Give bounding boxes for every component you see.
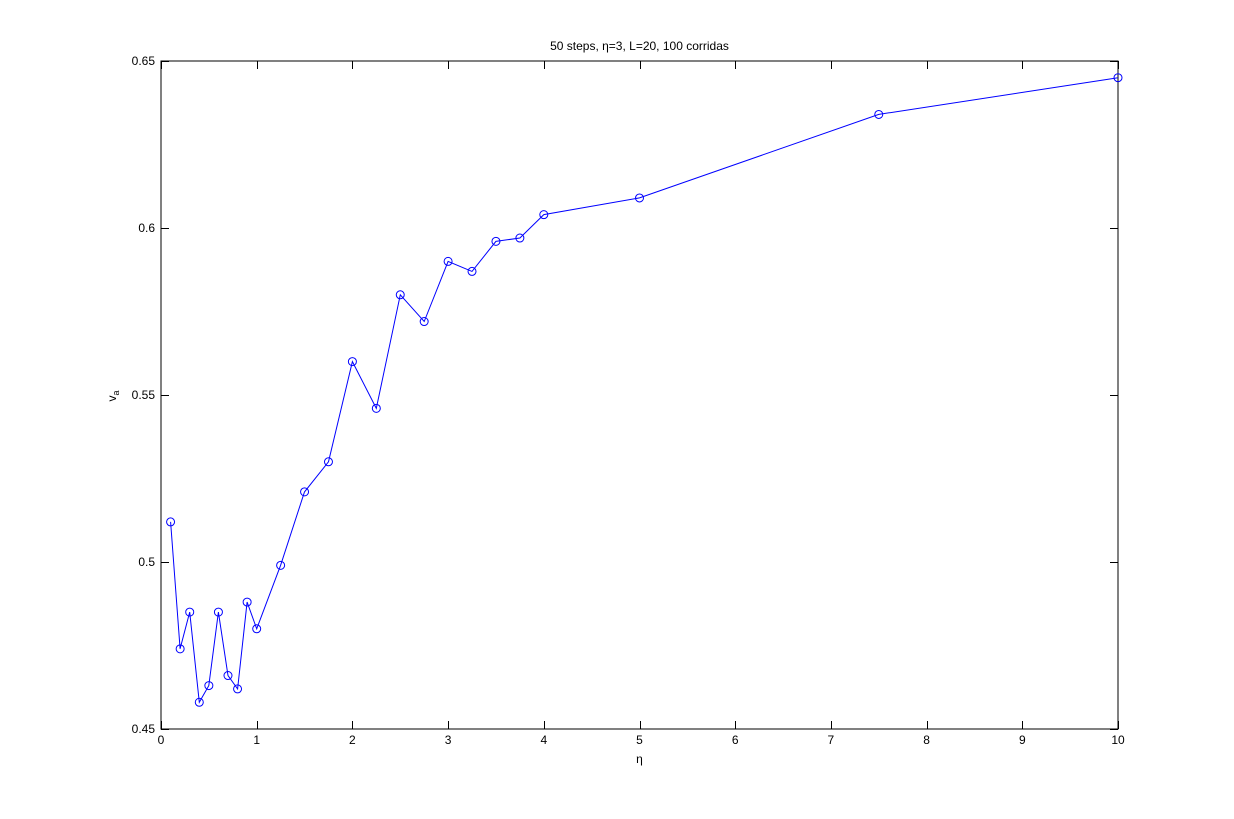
data-point [347,357,357,367]
x-tick-label: 8 [923,733,930,747]
data-point [1113,73,1123,83]
y-axis-label: va [105,390,121,401]
data-point [166,517,176,527]
data-point [300,487,310,497]
data-point [395,290,405,300]
data-point [539,210,549,220]
y-tick-label: 0.55 [132,388,156,402]
x-tick-label: 3 [445,733,452,747]
x-tick-label: 7 [828,733,835,747]
series-line [170,77,1119,704]
data-point [276,560,286,570]
data-point [242,597,252,607]
y-axis-label-main: v [104,395,119,402]
data-point [491,236,501,246]
data-point [635,193,644,203]
y-axis-label-subscript: a [111,390,122,396]
data-point [874,109,884,119]
data-point [213,607,223,617]
x-tick-label: 6 [732,733,739,747]
data-point [185,607,195,617]
y-tick-label: 0.6 [138,221,155,235]
data-point [194,697,204,707]
data-point [323,457,333,467]
plot-frame [160,60,1119,730]
data-point [233,684,243,694]
x-tick-label: 0 [158,733,165,747]
data-point [467,266,477,276]
y-tick-label: 0.45 [132,722,156,736]
y-tick-label: 0.5 [138,555,155,569]
x-tick-label: 10 [1111,733,1125,747]
data-point [371,403,381,413]
x-tick-label: 5 [636,733,643,747]
data-point [252,624,262,634]
x-tick-label: 2 [349,733,356,747]
x-tick-label: 9 [1019,733,1026,747]
data-point [419,317,429,327]
data-point [204,681,214,691]
data-point [515,233,525,243]
data-point [175,644,185,654]
x-tick-label: 1 [253,733,260,747]
chart-title: 50 steps, η=3, L=20, 100 corridas [550,39,729,53]
data-point [443,256,453,266]
x-tick-label: 4 [540,733,547,747]
x-axis-label: η [636,752,643,766]
y-tick-label: 0.65 [132,54,156,68]
data-point [223,671,233,681]
